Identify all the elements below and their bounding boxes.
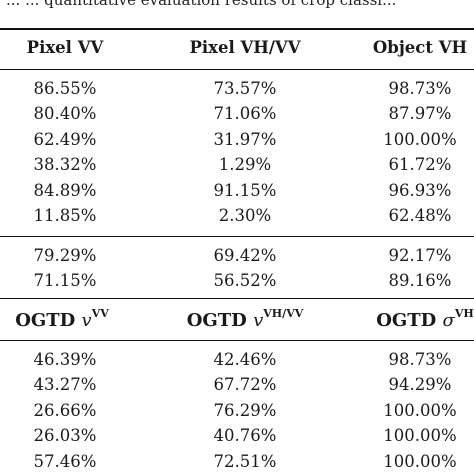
table-cell: 72.51% [213, 451, 277, 471]
table-cell: 31.97% [213, 129, 277, 149]
table-cell: 67.72% [213, 375, 277, 395]
table-cell: 87.97% [388, 104, 452, 124]
table-cell: 71.06% [213, 104, 277, 124]
table-cell: 96.93% [388, 180, 452, 200]
table-cell: 79.29% [33, 246, 97, 265]
table-cell: 46.39% [33, 350, 97, 369]
table-cell: 84.89% [33, 180, 97, 200]
table-cell: 100.00% [383, 426, 457, 446]
ogtd-prefix: OGTD [376, 310, 437, 331]
ogtd-variable: σ [442, 310, 455, 331]
table-cell: 40.76% [213, 426, 277, 446]
ogtd-superscript: VH/VV [263, 307, 304, 320]
block-separator [0, 298, 474, 299]
table-cell: 42.46% [213, 350, 277, 369]
ogtd-header-rule [0, 340, 474, 341]
table-cell: 2.30% [218, 206, 272, 225]
table-cell: 89.16% [388, 271, 452, 291]
ogtd-prefix: OGTD [186, 310, 247, 331]
ogtd-prefix: OGTD [15, 310, 76, 331]
table-cell: 91.15% [213, 180, 277, 200]
table-cell: 94.29% [388, 375, 452, 395]
column-header: Object VH [372, 38, 468, 57]
table-cell: 92.17% [388, 246, 452, 265]
table-cell: 100.00% [383, 129, 457, 149]
ogtd-superscript: VV [91, 307, 109, 320]
table-cell: 98.73% [388, 350, 452, 369]
table-cell: 38.32% [33, 155, 97, 175]
ogtd-variable: v [81, 310, 92, 331]
table-cell: 100.00% [383, 451, 457, 471]
top-rule [0, 28, 474, 30]
table-caption: ... ... quantitative evaluation results … [6, 0, 397, 9]
table-cell: 76.29% [213, 400, 277, 420]
table-cell: 80.40% [33, 104, 97, 124]
table-cell: 57.46% [33, 451, 97, 471]
block-separator [0, 236, 474, 237]
table-cell: 73.57% [213, 79, 277, 98]
table-cell: 43.27% [33, 375, 97, 395]
table-cell: 86.55% [33, 79, 97, 98]
ogtd-superscript: VH [454, 307, 474, 320]
table-cell: 100.00% [383, 400, 457, 420]
table-cell: 62.49% [33, 129, 97, 149]
table-cell: 71.15% [33, 271, 97, 291]
table-cell: 56.52% [213, 271, 277, 291]
table-cell: 26.03% [33, 426, 97, 446]
table-cell: 61.72% [388, 155, 452, 175]
table-cell: 1.29% [218, 155, 272, 175]
ogtd-header-cell: OGTD vVH/VV [155, 307, 335, 332]
table-cell: 69.42% [213, 246, 277, 265]
column-header: Pixel VV [26, 38, 104, 57]
table-cell: 62.48% [388, 206, 452, 225]
header-rule [0, 69, 474, 70]
table-cell: 11.85% [33, 206, 97, 225]
table-cell: 26.66% [33, 400, 97, 420]
column-header: Pixel VH/VV [189, 38, 301, 57]
table-cell: 98.73% [388, 79, 452, 98]
ogtd-header-cell: OGTD vVV [0, 307, 152, 332]
ogtd-header-cell: OGTD σVH [335, 307, 474, 332]
ogtd-variable: v [253, 310, 264, 331]
